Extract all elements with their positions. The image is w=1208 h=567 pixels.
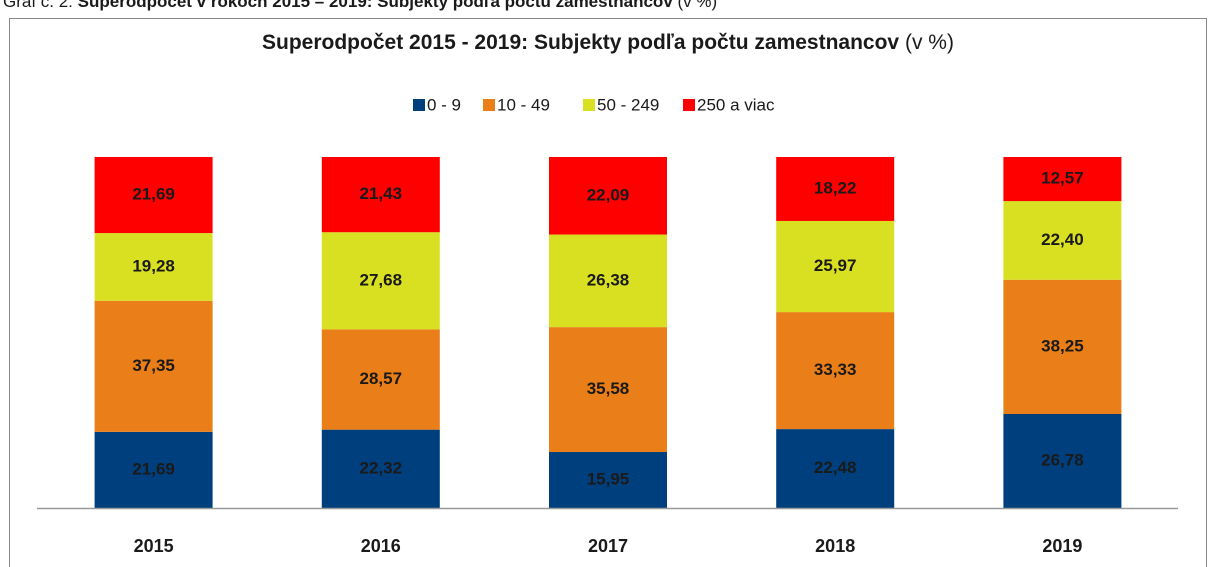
legend-label: 0 - 9 [427,95,461,114]
bar-segment [549,452,667,508]
bar-segment [776,220,895,313]
chart-title-unit: (v %) [905,31,954,54]
bar-segment [549,234,667,328]
data-label: 26,78 [1041,450,1084,469]
x-tick-label: 2017 [588,536,628,556]
bar-segment [1003,414,1122,508]
legend-label: 250 a viac [697,95,775,114]
legend-label: 50 - 249 [597,95,659,114]
data-label: 21,43 [360,184,403,203]
caption-label: Graf č. 2: [3,0,73,11]
data-label: 19,28 [132,256,175,275]
data-label: 15,95 [587,469,630,488]
bar-segment [776,429,895,508]
data-label: 33,33 [814,360,857,379]
bar-segment [776,157,895,221]
bar-segment [1003,279,1122,415]
data-label: 18,22 [814,178,857,197]
caption-title: Superodpočet v rokoch 2015 – 2019: Subje… [78,0,674,11]
data-label: 22,48 [814,458,857,477]
x-tick-label: 2018 [815,536,855,556]
bar-segment [321,329,440,430]
bar-segment [776,312,895,430]
x-tick-label: 2016 [361,536,401,556]
bar-segment [321,429,440,508]
legend-swatch [413,99,425,111]
legend-swatch [683,99,695,111]
data-label: 25,97 [814,256,857,275]
bar-segment [1003,157,1122,202]
data-label: 22,40 [1041,230,1084,249]
bar-segment [321,157,440,233]
bar-segment [94,300,213,432]
bar-segment [549,327,667,453]
data-label: 12,57 [1041,169,1084,188]
data-label: 27,68 [360,270,403,289]
chart-frame [9,18,1207,567]
bar-segment [94,233,213,301]
data-label: 26,38 [587,270,630,289]
data-label: 22,32 [360,458,403,477]
chart-title: Superodpočet 2015 - 2019: Subjekty podľa… [262,31,954,54]
bar-segment [1003,201,1122,280]
data-label: 38,25 [1041,336,1084,355]
data-label: 21,69 [132,185,175,204]
data-label: 35,58 [587,379,630,398]
bar-segment [94,156,213,234]
legend-swatch [583,99,595,111]
bar-segment [94,431,213,508]
bar-segment [321,232,440,330]
caption: Graf č. 2: Superodpočet v rokoch 2015 – … [3,0,717,11]
data-label: 37,35 [132,356,175,375]
bar-segment [549,157,667,235]
legend-swatch [483,99,495,111]
x-tick-label: 2015 [134,536,174,556]
data-label: 21,69 [132,459,175,478]
data-label: 22,09 [587,185,630,204]
caption-unit: (v %) [678,0,718,11]
legend-label: 10 - 49 [497,95,550,114]
x-tick-label: 2019 [1042,536,1082,556]
data-label: 28,57 [360,369,403,388]
chart-title-main: Superodpočet 2015 - 2019: Subjekty podľa… [262,31,899,54]
